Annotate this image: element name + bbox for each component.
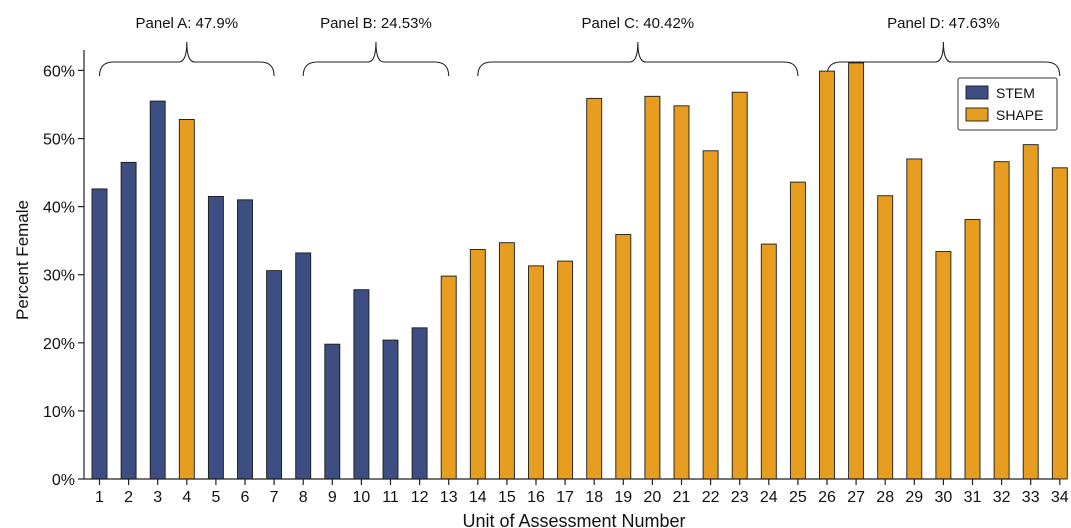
bar-24: [760, 243, 777, 480]
bar-29: [906, 158, 923, 480]
x-tick-label: 15: [498, 489, 516, 506]
x-axis: 1 2 3 4 5 6 7 8 9 10 11 12 13 14 15 16 17 18 19 20 21 22 23 24 2…: [84, 478, 1069, 506]
bar-25: [789, 181, 806, 480]
legend: STEM SHAPE: [957, 77, 1058, 131]
x-tick-label: 26: [818, 489, 836, 506]
legend-swatch: [965, 107, 989, 122]
bar-16: [528, 265, 544, 480]
legend-label: STEM: [996, 85, 1035, 101]
x-tick-label: 13: [440, 489, 458, 506]
x-tick-label: 16: [527, 489, 545, 506]
bar-23: [731, 91, 748, 480]
x-tick-label: 21: [673, 489, 691, 506]
bar-12: [411, 327, 428, 480]
bar-13: [440, 275, 457, 480]
bar-20: [644, 95, 661, 480]
bar-1: [91, 188, 108, 480]
bar-2: [120, 161, 137, 480]
bar-28: [877, 195, 894, 480]
x-tick-label: 32: [993, 489, 1011, 506]
y-tick-label: 30%: [43, 268, 75, 285]
x-tick-label: 14: [469, 489, 487, 506]
x-tick-label: 27: [847, 489, 865, 506]
x-tick-label: 6: [241, 489, 250, 506]
bar-11: [382, 339, 399, 480]
bar-21: [673, 105, 690, 480]
bar-27: [848, 62, 865, 480]
bar-26: [819, 70, 835, 480]
panel-label: Panel B: 24.53%: [320, 15, 432, 32]
bar-22: [702, 150, 719, 480]
panel-annotations: Panel A: 47.9% Panel B: 24.53% Panel C: 40…: [98, 15, 1061, 77]
bar-18: [586, 97, 603, 480]
x-tick-label: 8: [299, 489, 308, 506]
x-tick-label: 7: [270, 489, 279, 506]
bars: [91, 62, 1068, 480]
x-tick-label: 31: [964, 489, 982, 506]
panel-label: Panel D: 47.63%: [887, 15, 1000, 32]
legend-swatch: [965, 85, 989, 100]
x-tick-label: 5: [211, 489, 220, 506]
y-tick-label: 0%: [52, 472, 75, 489]
bar-10: [353, 289, 370, 480]
x-tick-label: 25: [789, 489, 807, 506]
bar-33: [1022, 144, 1039, 480]
panel-label: Panel A: 47.9%: [136, 15, 239, 32]
x-tick-label: 30: [935, 489, 953, 506]
bar-6: [237, 199, 253, 480]
y-tick-label: 10%: [43, 404, 75, 421]
bar-5: [207, 195, 224, 480]
y-tick-label: 20%: [43, 336, 75, 353]
x-tick-label: 10: [353, 489, 371, 506]
y-axis-label: Percent Female: [13, 200, 32, 320]
x-tick-label: 29: [905, 489, 923, 506]
bar-31: [964, 219, 981, 480]
bar-32: [993, 161, 1010, 480]
x-tick-label: 19: [614, 489, 632, 506]
x-tick-label: 34: [1051, 489, 1069, 506]
x-tick-label: 3: [153, 489, 162, 506]
x-tick-label: 17: [556, 489, 574, 506]
x-tick-label: 28: [876, 489, 894, 506]
y-tick-label: 40%: [43, 200, 75, 217]
bar-19: [615, 234, 632, 480]
y-tick-label: 60%: [43, 63, 75, 80]
legend-label: SHAPE: [996, 107, 1043, 123]
panel-label: Panel C: 40.42%: [582, 15, 695, 32]
x-tick-label: 1: [95, 489, 104, 506]
x-tick-label: 11: [382, 489, 399, 506]
bar-8: [295, 252, 312, 480]
x-tick-label: 24: [760, 489, 778, 506]
panel-brace: [302, 41, 450, 77]
x-tick-label: 2: [124, 489, 133, 506]
bar-30: [935, 251, 952, 480]
bar-4: [178, 119, 195, 480]
x-tick-label: 22: [702, 489, 720, 506]
x-axis-label: Unit of Assessment Number: [462, 511, 685, 528]
bar-7: [266, 270, 283, 480]
bar-17: [557, 260, 574, 480]
x-tick-label: 18: [585, 489, 603, 506]
x-tick-label: 20: [644, 489, 662, 506]
x-tick-label: 9: [328, 489, 337, 506]
y-axis: 0% 10% 20% 30% 40% 50% 60%: [43, 50, 85, 489]
panel-brace: [826, 41, 1061, 77]
panel-brace: [477, 41, 799, 77]
bar-14: [469, 249, 486, 480]
bar-9: [324, 343, 341, 480]
panel-brace: [98, 41, 275, 77]
bar-3: [149, 100, 166, 480]
bar-34: [1051, 167, 1068, 480]
x-tick-label: 4: [182, 489, 191, 506]
x-tick-label: 33: [1022, 489, 1040, 506]
x-tick-label: 23: [731, 489, 749, 506]
bar-15: [498, 242, 515, 480]
y-tick-label: 50%: [43, 132, 75, 149]
x-tick-label: 12: [411, 489, 429, 506]
